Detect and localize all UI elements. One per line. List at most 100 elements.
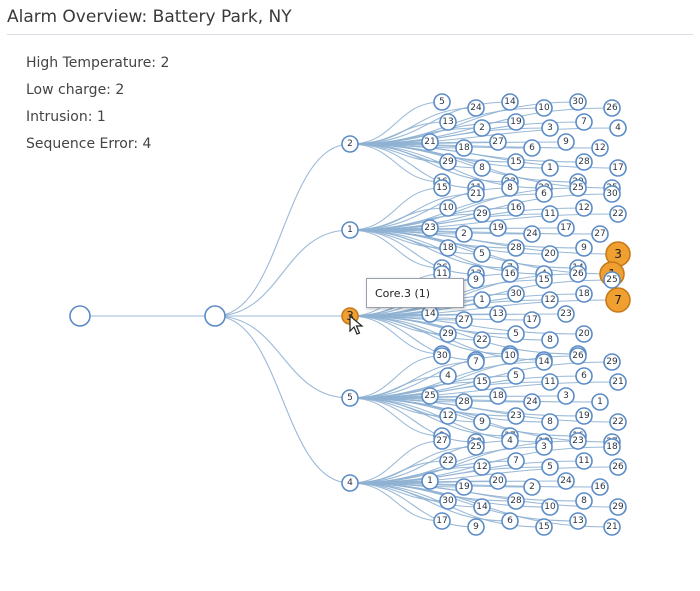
leaf-node[interactable]: 19	[489, 219, 507, 237]
leaf-node[interactable]: 29	[439, 153, 457, 171]
leaf-node[interactable]: 16	[591, 478, 609, 496]
leaf-node[interactable]: 18	[489, 387, 507, 405]
leaf-node[interactable]: 25	[603, 271, 621, 289]
leaf-node[interactable]: 20	[575, 325, 593, 343]
leaf-node[interactable]: 17	[557, 219, 575, 237]
leaf-node[interactable]: 30	[433, 347, 451, 365]
leaf-node[interactable]: 8	[575, 492, 593, 510]
leaf-node[interactable]: 18	[455, 139, 473, 157]
leaf-node[interactable]: 11	[541, 373, 559, 391]
leaf-node[interactable]: 5	[473, 245, 491, 263]
leaf-node[interactable]: 21	[421, 133, 439, 151]
leaf-node[interactable]: 26	[569, 265, 587, 283]
leaf-node[interactable]: 30	[507, 285, 525, 303]
leaf-node[interactable]: 7	[575, 113, 593, 131]
leaf-node[interactable]: 9	[467, 518, 485, 536]
leaf-node[interactable]: 10	[535, 99, 553, 117]
leaf-node[interactable]: 30	[439, 492, 457, 510]
leaf-node[interactable]: 15	[433, 179, 451, 197]
leaf-node[interactable]: 3	[541, 119, 559, 137]
leaf-node[interactable]: 1	[421, 472, 439, 490]
leaf-node[interactable]: 6	[575, 367, 593, 385]
leaf-node[interactable]: 21	[603, 518, 621, 536]
leaf-node[interactable]: 28	[507, 492, 525, 510]
leaf-node[interactable]: 18	[439, 239, 457, 257]
leaf-node[interactable]: 24	[523, 225, 541, 243]
leaf-node[interactable]: 29	[473, 205, 491, 223]
leaf-node[interactable]: 23	[421, 219, 439, 237]
leaf-node[interactable]: 15	[535, 518, 553, 536]
leaf-node[interactable]: 14	[535, 353, 553, 371]
leaf-node[interactable]: 15	[507, 153, 525, 171]
leaf-node[interactable]: 9	[467, 271, 485, 289]
leaf-node[interactable]: 16	[507, 199, 525, 217]
leaf-node[interactable]: 8	[541, 331, 559, 349]
leaf-node[interactable]: 27	[591, 225, 609, 243]
leaf-node[interactable]: 21	[467, 185, 485, 203]
leaf-node[interactable]: 17	[523, 311, 541, 329]
leaf-node[interactable]: 5	[541, 458, 559, 476]
leaf-node[interactable]: 1	[541, 159, 559, 177]
site-node[interactable]	[204, 305, 226, 327]
leaf-node[interactable]: 9	[575, 239, 593, 257]
leaf-node[interactable]: 26	[603, 99, 621, 117]
leaf-node[interactable]: 13	[569, 512, 587, 530]
leaf-node[interactable]: 15	[473, 373, 491, 391]
leaf-node[interactable]: 2	[455, 225, 473, 243]
leaf-node[interactable]: 13	[489, 305, 507, 323]
leaf-node[interactable]: 4	[439, 367, 457, 385]
leaf-node[interactable]: 22	[609, 205, 627, 223]
root-node[interactable]	[69, 305, 91, 327]
leaf-node[interactable]: 1	[591, 393, 609, 411]
leaf-node[interactable]: 5	[433, 93, 451, 111]
leaf-node[interactable]: 29	[603, 353, 621, 371]
leaf-node[interactable]: 8	[501, 179, 519, 197]
leaf-node[interactable]: 19	[455, 478, 473, 496]
leaf-node[interactable]: 10	[501, 347, 519, 365]
leaf-node[interactable]: 8	[541, 413, 559, 431]
leaf-node[interactable]: 10	[439, 199, 457, 217]
leaf-node[interactable]: 24	[557, 472, 575, 490]
leaf-node[interactable]: 6	[501, 512, 519, 530]
leaf-node[interactable]: 26	[569, 347, 587, 365]
leaf-node[interactable]: 23	[507, 407, 525, 425]
leaf-node[interactable]: 30	[569, 93, 587, 111]
leaf-node[interactable]: 20	[489, 472, 507, 490]
leaf-node[interactable]: 22	[439, 452, 457, 470]
leaf-node[interactable]: 8	[473, 159, 491, 177]
leaf-node[interactable]: 12	[591, 139, 609, 157]
leaf-node[interactable]: 12	[439, 407, 457, 425]
leaf-node[interactable]: 27	[433, 432, 451, 450]
leaf-node[interactable]: 22	[473, 331, 491, 349]
leaf-node[interactable]: 2	[473, 119, 491, 137]
leaf-node[interactable]: 6	[523, 139, 541, 157]
leaf-node[interactable]: 26	[609, 458, 627, 476]
leaf-node[interactable]: 25	[467, 438, 485, 456]
leaf-node[interactable]: 10	[541, 498, 559, 516]
leaf-node[interactable]: 3	[535, 438, 553, 456]
leaf-node[interactable]: 1	[473, 291, 491, 309]
leaf-node[interactable]: 12	[473, 458, 491, 476]
leaf-node[interactable]: 17	[433, 512, 451, 530]
leaf-node[interactable]: 22	[609, 413, 627, 431]
leaf-node[interactable]: 15	[535, 271, 553, 289]
leaf-node[interactable]: 5	[507, 367, 525, 385]
leaf-node[interactable]: 7	[467, 353, 485, 371]
leaf-node[interactable]: 30	[603, 185, 621, 203]
leaf-node[interactable]: 14	[473, 498, 491, 516]
leaf-node[interactable]: 24	[523, 393, 541, 411]
leaf-node[interactable]: 17	[609, 159, 627, 177]
leaf-node[interactable]: 12	[541, 291, 559, 309]
leaf-node[interactable]: 13	[439, 113, 457, 131]
leaf-node[interactable]: 25	[569, 179, 587, 197]
leaf-node[interactable]: 9	[557, 133, 575, 151]
leaf-node[interactable]: 5	[507, 325, 525, 343]
leaf-node[interactable]: 11	[575, 452, 593, 470]
alarm-leaf-node[interactable]: 7	[605, 287, 631, 313]
leaf-node[interactable]: 14	[501, 93, 519, 111]
leaf-node[interactable]: 27	[489, 133, 507, 151]
group-node[interactable]: 1	[341, 221, 359, 239]
leaf-node[interactable]: 23	[557, 305, 575, 323]
leaf-node[interactable]: 25	[421, 387, 439, 405]
leaf-node[interactable]: 28	[455, 393, 473, 411]
